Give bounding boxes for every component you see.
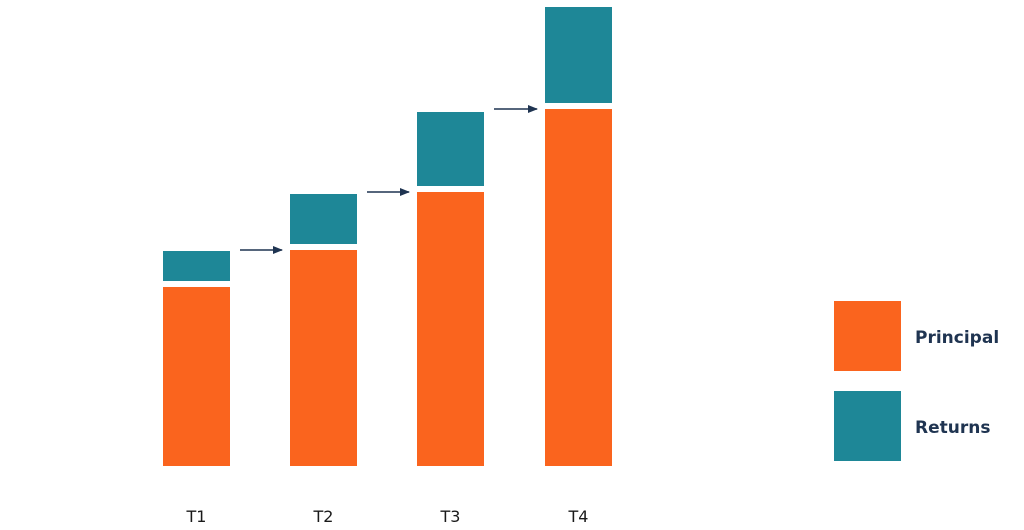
bar-principal-t4 xyxy=(545,109,612,466)
legend-swatch-returns xyxy=(834,391,901,461)
bar-principal-t1 xyxy=(163,287,230,466)
x-tick-labels: T1 T2 T3 T4 xyxy=(186,507,589,526)
bar-returns-t2 xyxy=(290,194,357,244)
arrows-group xyxy=(240,105,538,254)
legend: Principal Returns xyxy=(834,301,999,461)
x-tick-label-t2: T2 xyxy=(313,507,334,526)
x-tick-label-t1: T1 xyxy=(186,507,207,526)
bar-principal-t3 xyxy=(417,192,484,466)
legend-label-principal: Principal xyxy=(915,328,999,348)
legend-label-returns: Returns xyxy=(915,418,990,438)
x-tick-label-t4: T4 xyxy=(568,507,589,526)
legend-swatch-principal xyxy=(834,301,901,371)
x-tick-label-t3: T3 xyxy=(440,507,461,526)
bar-principal-t2 xyxy=(290,250,357,466)
bar-returns-t3 xyxy=(417,112,484,186)
bar-returns-t1 xyxy=(163,251,230,281)
bar-returns-t4 xyxy=(545,7,612,103)
bars-group xyxy=(163,7,612,466)
